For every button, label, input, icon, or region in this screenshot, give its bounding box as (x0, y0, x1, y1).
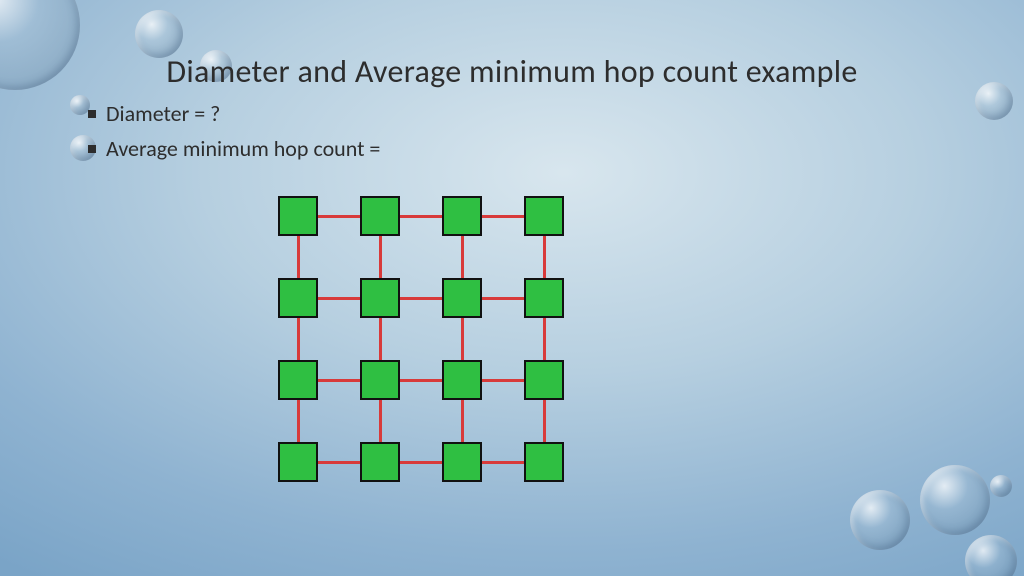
mesh-node (524, 442, 564, 482)
mesh-node (360, 442, 400, 482)
mesh-node (524, 360, 564, 400)
mesh-node (278, 360, 318, 400)
mesh-node (442, 360, 482, 400)
mesh-diagram (0, 0, 1024, 576)
mesh-node (524, 278, 564, 318)
mesh-node (442, 278, 482, 318)
mesh-node (278, 278, 318, 318)
slide: Diameter and Average minimum hop count e… (0, 0, 1024, 576)
mesh-node (278, 442, 318, 482)
mesh-node (360, 278, 400, 318)
mesh-node (360, 360, 400, 400)
mesh-node (360, 196, 400, 236)
mesh-node (524, 196, 564, 236)
mesh-node (442, 442, 482, 482)
mesh-node (442, 196, 482, 236)
mesh-node (278, 196, 318, 236)
